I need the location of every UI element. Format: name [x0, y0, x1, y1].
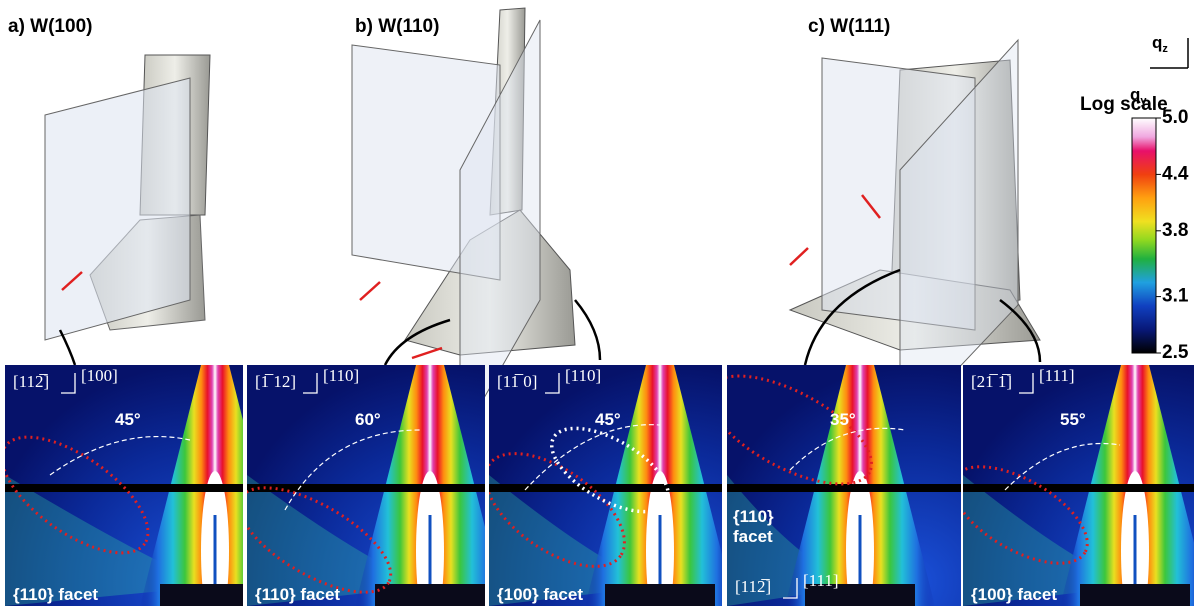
heatmap: 35° [112̅] [111] {110}facet — [727, 365, 961, 606]
heatmap: 60° [1̅ 12] [110] {110} facet — [247, 365, 485, 606]
beamstop — [1080, 584, 1190, 606]
arrow — [803, 268, 901, 366]
direction-h: [21̅ 1̅] — [971, 372, 1012, 391]
direction-h: [112̅] — [13, 372, 49, 391]
panel-label: a) W(100) — [8, 16, 92, 37]
beam-block — [963, 484, 1194, 492]
arrow — [61, 271, 83, 291]
direction-axes — [783, 578, 798, 599]
colorbar-tick-label: 2.5 — [1162, 342, 1189, 363]
arrow — [383, 318, 451, 366]
heatmap: 45° [112̅] [100] {110} facet — [5, 365, 243, 606]
angle-label: 55° — [1060, 410, 1086, 429]
angle-arc — [524, 424, 661, 491]
direction-v: [100] — [81, 366, 118, 385]
beam-block — [489, 484, 722, 492]
angle-label: 35° — [830, 410, 856, 429]
beamstop — [605, 584, 715, 606]
colorbar-tick-label: 3.1 — [1162, 286, 1189, 307]
angle-label: 45° — [115, 410, 141, 429]
direction-v: [111] — [1039, 366, 1075, 385]
facet-ellipse — [489, 452, 626, 568]
beam-block — [727, 484, 961, 492]
panel-label: b) W(110) — [355, 16, 439, 37]
facet-ellipse — [963, 465, 1089, 565]
beam-block — [247, 484, 485, 492]
colorbar-tick-label: 3.8 — [1162, 220, 1188, 241]
arrow — [999, 299, 1042, 363]
beamstop — [375, 584, 485, 606]
colorbar-tick-label: 5.0 — [1162, 107, 1188, 128]
angle-arc — [49, 435, 191, 476]
direction-v: [111] — [803, 571, 839, 590]
colorbar-label: Log scale — [1080, 94, 1168, 115]
angle-arc — [1004, 442, 1121, 491]
facet-label: {110} facet — [13, 585, 98, 604]
direction-h: [1̅ 12] — [255, 372, 296, 391]
direction-axes — [545, 373, 560, 394]
arrow — [411, 346, 443, 360]
colorbar — [1131, 117, 1157, 354]
direction-h: [112̅] — [735, 577, 771, 596]
facet-label: {110} facet — [255, 585, 340, 604]
plane — [44, 77, 191, 341]
axis-label: qz — [1152, 33, 1168, 55]
beamstop — [160, 584, 243, 606]
panel-label: c) W(111) — [808, 16, 890, 37]
arrow — [359, 281, 381, 301]
facet-label: {110} — [733, 507, 774, 526]
direction-h: [11̅ 0] — [497, 372, 537, 391]
facet-label: {100} facet — [971, 585, 1057, 604]
beamstop — [805, 584, 915, 606]
arrow — [861, 194, 881, 219]
facet-ellipse — [549, 426, 671, 514]
direction-axes — [61, 373, 76, 394]
arrow — [574, 299, 602, 361]
plane — [899, 38, 1019, 432]
plane — [821, 57, 976, 331]
arrow — [58, 329, 77, 366]
maps: 45° [112̅] [100] {110} facet 60° [1̅ 12] [110]… — [5, 365, 1194, 606]
plane — [351, 44, 501, 281]
direction-axes — [1019, 373, 1034, 394]
angle-arc — [789, 427, 906, 471]
angle-label: 60° — [355, 410, 381, 429]
direction-v: [110] — [323, 366, 359, 385]
facet-label: facet — [733, 527, 773, 546]
renders: a) W(100) b) W(110) c) W(111) qz qy Log … — [8, 7, 1189, 442]
angle-arc — [284, 429, 421, 511]
direction-v: [110] — [565, 366, 601, 385]
arrow — [789, 247, 809, 266]
facet-ellipse — [727, 374, 873, 486]
angle-label: 45° — [595, 410, 621, 429]
plane — [459, 19, 541, 442]
colorbar-tick-label: 4.4 — [1162, 163, 1189, 184]
facet-ellipse — [247, 486, 393, 594]
heatmap: 55° [21̅ 1̅] [111] {100} facet — [963, 365, 1194, 606]
direction-axes — [303, 373, 318, 394]
axis-label: qy — [1130, 85, 1147, 107]
facet-label: {100} facet — [497, 585, 583, 604]
heatmap: 45° [11̅ 0] [110] {100} facet — [489, 365, 722, 606]
